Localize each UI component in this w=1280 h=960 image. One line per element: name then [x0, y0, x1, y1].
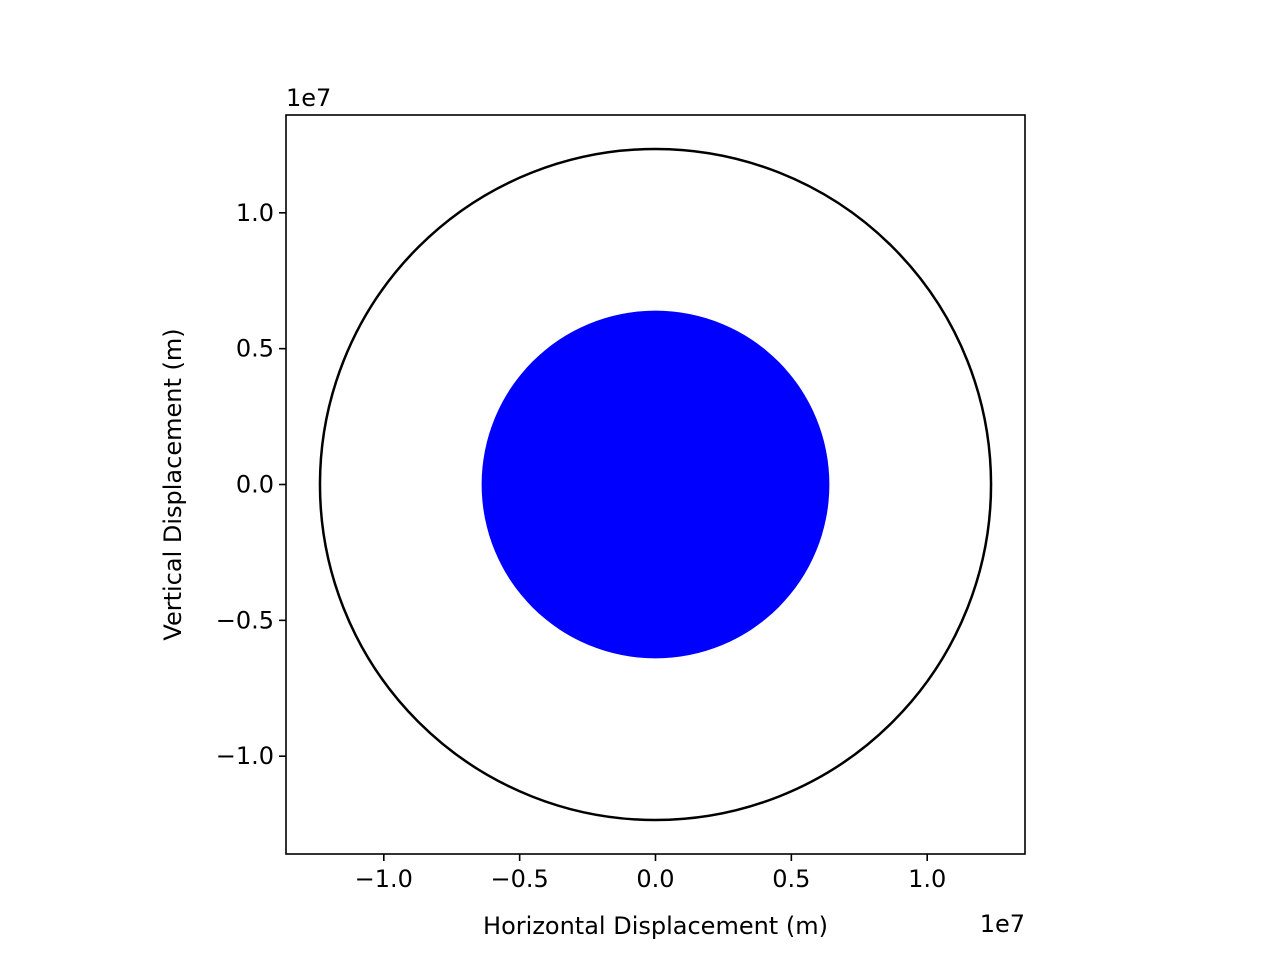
x-axis-ticks: −1.0 −0.5 0.0 0.5 1.0: [355, 854, 946, 893]
y-tick-label: −1.0: [216, 742, 274, 770]
x-tick-label: 0.5: [772, 865, 810, 893]
y-tick-label: 0.0: [236, 471, 274, 499]
x-offset-label: 1e7: [980, 910, 1025, 938]
x-tick-label: −1.0: [355, 865, 413, 893]
x-tick-label: −0.5: [491, 865, 549, 893]
x-axis-label: Horizontal Displacement (m): [483, 912, 828, 940]
y-axis-label: Vertical Displacement (m): [159, 328, 187, 640]
orbit-line: [318, 147, 993, 822]
y-offset-label: 1e7: [286, 84, 331, 112]
y-tick-label: 0.5: [236, 335, 274, 363]
planet-disk: [481, 310, 830, 659]
plot-area: [318, 147, 993, 822]
x-tick-label: 1.0: [908, 865, 946, 893]
y-tick-label: 1.0: [236, 199, 274, 227]
y-axis-ticks: −1.0 −0.5 0.0 0.5 1.0: [216, 199, 286, 770]
y-tick-label: −0.5: [216, 606, 274, 634]
x-tick-label: 0.0: [636, 865, 674, 893]
